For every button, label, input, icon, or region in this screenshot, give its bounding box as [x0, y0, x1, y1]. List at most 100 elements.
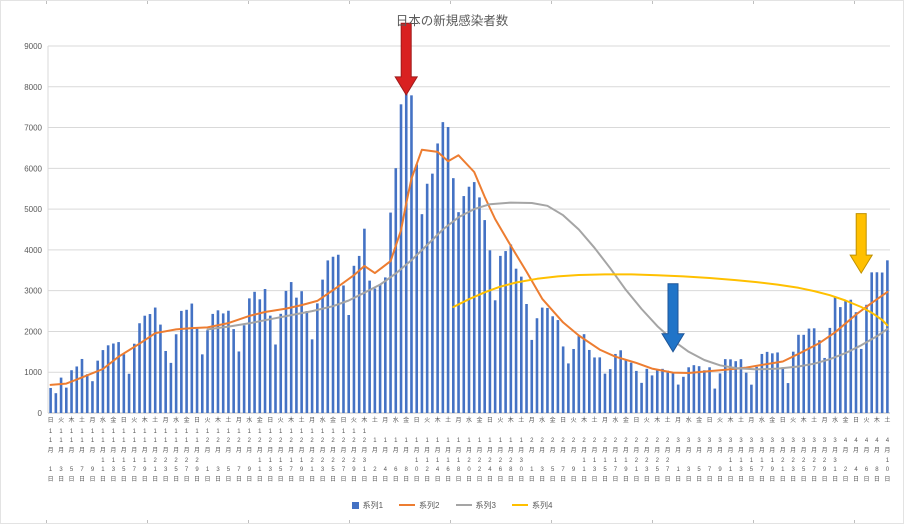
- grid-tick: [147, 520, 148, 523]
- bar: [352, 265, 356, 413]
- bar: [671, 372, 675, 413]
- y-axis-label: 2000: [24, 327, 42, 336]
- bar: [101, 350, 105, 413]
- grid-tick: [248, 520, 249, 523]
- chart-title: 日本の新規感染者数: [395, 14, 509, 28]
- bar: [206, 330, 209, 413]
- grid-tick: [450, 1, 451, 4]
- bar: [316, 303, 319, 413]
- bar: [593, 357, 596, 413]
- line-series-3: [206, 201, 889, 371]
- bar: [504, 251, 507, 413]
- bar: [331, 256, 335, 413]
- bar: [854, 312, 858, 413]
- grid-tick: [248, 1, 249, 4]
- legend-item[interactable]: 系列4: [511, 500, 552, 511]
- bar: [279, 313, 283, 413]
- y-axis-label: 7000: [24, 124, 42, 133]
- bar: [253, 291, 256, 413]
- bar: [394, 168, 398, 413]
- bar: [410, 95, 413, 413]
- bar: [326, 260, 330, 413]
- bar: [180, 310, 183, 413]
- yellow-down-arrow[interactable]: [849, 213, 874, 275]
- bar: [295, 297, 298, 413]
- bar: [143, 315, 147, 413]
- bar: [263, 288, 267, 413]
- bar: [478, 197, 481, 413]
- line-series-4: [452, 273, 889, 327]
- bar: [384, 277, 387, 413]
- bar: [284, 290, 288, 413]
- legend-item[interactable]: 系列3: [455, 500, 496, 511]
- y-axis-label: 0: [38, 409, 43, 418]
- grid-tick: [46, 1, 47, 4]
- bar: [823, 357, 826, 413]
- bar: [441, 122, 445, 413]
- bar: [483, 220, 486, 413]
- bar: [567, 363, 570, 413]
- blue-down-arrow[interactable]: [661, 283, 685, 353]
- red-down-arrow[interactable]: [394, 22, 419, 96]
- bar: [389, 212, 392, 413]
- bar: [635, 370, 638, 413]
- bar: [65, 387, 68, 413]
- grid-tick: [46, 520, 47, 523]
- grid-tick: [854, 520, 855, 523]
- bar: [49, 387, 52, 413]
- bar: [274, 344, 277, 413]
- bar: [849, 299, 853, 413]
- bar: [127, 373, 131, 413]
- bar: [812, 328, 816, 413]
- legend-item[interactable]: 系列2: [399, 500, 440, 511]
- bar: [373, 288, 377, 413]
- bar: [132, 343, 136, 413]
- bar: [404, 88, 408, 413]
- bar: [880, 272, 884, 413]
- bar: [818, 340, 821, 413]
- y-axis-label: 9000: [24, 42, 42, 51]
- bar: [112, 343, 115, 413]
- bar: [624, 359, 628, 413]
- grid-tick: [753, 520, 754, 523]
- bar: [305, 311, 309, 413]
- grid-tick: [147, 1, 148, 4]
- bar: [697, 366, 701, 413]
- bar: [425, 183, 429, 413]
- bar: [431, 173, 434, 413]
- bar: [159, 324, 162, 413]
- bar: [399, 104, 403, 413]
- bar: [802, 334, 806, 413]
- legend-item[interactable]: 系列1: [351, 500, 383, 511]
- bar: [169, 362, 173, 413]
- bar: [216, 310, 220, 413]
- bar: [368, 280, 371, 413]
- bar: [645, 368, 649, 413]
- bar: [828, 327, 832, 413]
- bar-legend-marker: [351, 501, 359, 509]
